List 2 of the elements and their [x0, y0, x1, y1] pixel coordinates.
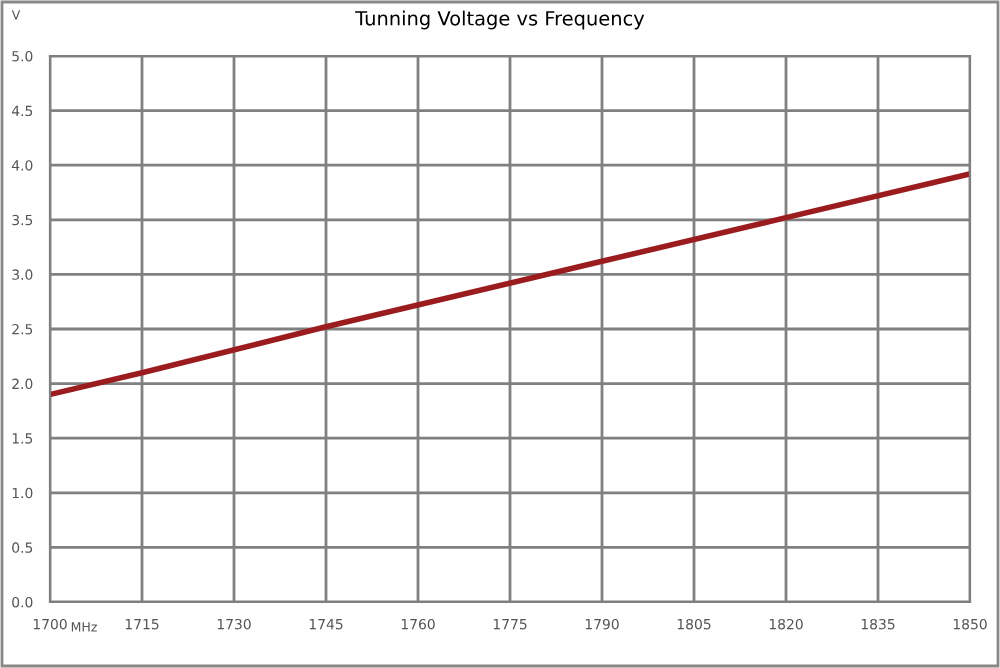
chart-title: Tunning Voltage vs Frequency: [355, 10, 645, 30]
line-series: [50, 171, 970, 398]
